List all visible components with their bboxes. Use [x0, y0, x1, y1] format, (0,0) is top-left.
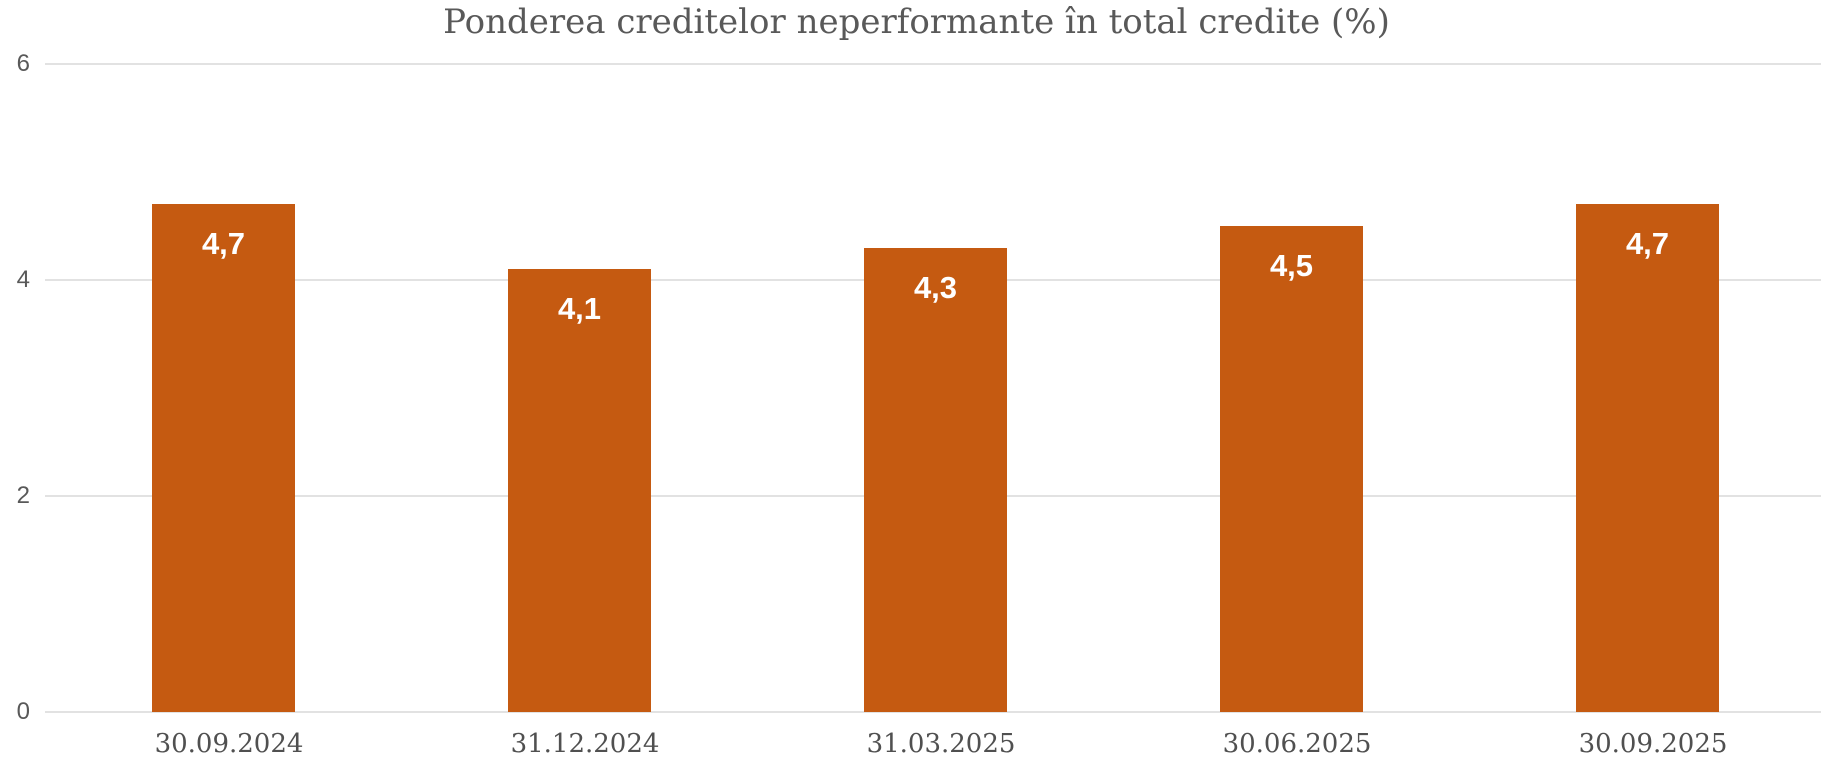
bar-31.12.2024: 4,1	[508, 269, 651, 712]
x-tick-label-30.06.2025: 30.06.2025	[1222, 729, 1372, 759]
gridline-y-6	[45, 63, 1821, 65]
bar-value-label: 4,3	[913, 270, 958, 305]
y-tick-label-6: 6	[16, 50, 30, 77]
x-tick-label-30.09.2024: 30.09.2024	[154, 729, 304, 759]
y-tick-label-2: 2	[16, 482, 30, 509]
bar-value-label: 4,5	[1269, 248, 1314, 283]
x-tick-label-30.09.2025: 30.09.2025	[1578, 729, 1728, 759]
bar-31.03.2025: 4,3	[864, 248, 1007, 712]
chart-title: Ponderea creditelor neperformante în tot…	[443, 2, 1390, 42]
y-tick-label-4: 4	[16, 266, 30, 293]
y-tick-label-0: 0	[16, 698, 30, 725]
bar-30.06.2025: 4,5	[1220, 226, 1363, 712]
bar-value-label: 4,7	[1625, 226, 1670, 261]
bar-30.09.2025: 4,7	[1576, 204, 1719, 712]
bar-value-label: 4,7	[201, 226, 246, 261]
bar-30.09.2024: 4,7	[152, 204, 295, 712]
x-tick-label-31.12.2024: 31.12.2024	[510, 729, 660, 759]
gridline-y-0	[45, 711, 1821, 713]
bar-value-label: 4,1	[557, 291, 602, 326]
x-tick-label-31.03.2025: 31.03.2025	[866, 729, 1016, 759]
